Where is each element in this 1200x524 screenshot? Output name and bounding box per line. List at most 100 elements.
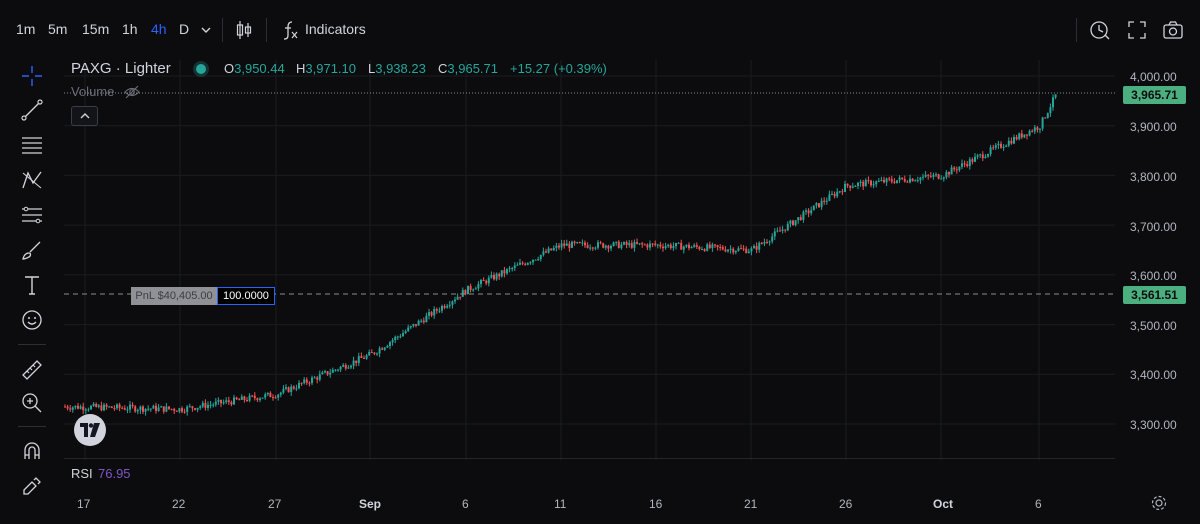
- candle-body: [961, 163, 963, 167]
- candle-body: [729, 248, 732, 250]
- candle-body: [963, 163, 966, 165]
- candle-body: [651, 243, 654, 245]
- timeframe-d[interactable]: D: [179, 21, 190, 37]
- candle-body: [942, 177, 945, 179]
- candle-body: [196, 407, 199, 410]
- timeframe-1m[interactable]: 1m: [16, 21, 36, 37]
- eye-off-icon[interactable]: [124, 84, 140, 100]
- candle-body: [77, 405, 79, 409]
- symbol-name[interactable]: PAXG · Lighter: [71, 60, 171, 77]
- candle-body: [680, 242, 683, 250]
- candle-body: [880, 179, 883, 181]
- fib-icon[interactable]: [20, 203, 44, 227]
- candle-body: [378, 348, 381, 354]
- candle-body: [955, 169, 958, 171]
- crosshair-icon[interactable]: [20, 64, 44, 88]
- candle-body: [344, 365, 347, 369]
- time-tick: 6: [1035, 497, 1042, 511]
- candle-body: [584, 242, 586, 246]
- ruler-icon[interactable]: [20, 358, 44, 382]
- candle-body: [404, 331, 407, 334]
- timeframe-5m[interactable]: 5m: [48, 21, 68, 37]
- candle-body: [888, 178, 891, 180]
- candle-body: [568, 243, 571, 248]
- candle-body: [321, 372, 324, 375]
- emoji-icon[interactable]: [20, 308, 44, 332]
- candle-body: [560, 243, 563, 248]
- horizontal-lines-icon[interactable]: [20, 133, 44, 157]
- candle-body: [807, 210, 810, 214]
- magnet-icon[interactable]: [20, 439, 44, 463]
- candle-body: [950, 167, 953, 175]
- trend-line-icon[interactable]: [20, 98, 44, 122]
- candle-body: [266, 392, 269, 395]
- rsi-label[interactable]: RSI: [71, 466, 93, 481]
- candle-body: [326, 371, 329, 375]
- candle-body: [799, 217, 802, 220]
- candle-body: [456, 296, 459, 300]
- candle-body: [547, 248, 550, 253]
- candle-body: [438, 310, 441, 312]
- candle-body: [948, 172, 950, 175]
- candle-body: [352, 360, 355, 366]
- candle-body: [727, 249, 729, 252]
- text-icon[interactable]: [20, 273, 44, 297]
- chevron-down-icon[interactable]: [198, 22, 214, 38]
- candle-body: [906, 181, 909, 183]
- indicators-button[interactable]: Indicators: [305, 21, 366, 37]
- zoom-in-icon[interactable]: [20, 391, 44, 415]
- brush-icon[interactable]: [20, 238, 44, 262]
- candle-body: [84, 409, 87, 411]
- fullscreen-icon[interactable]: [1125, 18, 1149, 42]
- candlestick-chart[interactable]: [64, 60, 1115, 460]
- candle-body: [815, 203, 818, 206]
- candle-body: [870, 180, 872, 186]
- candle-body: [240, 396, 243, 400]
- candle-body: [118, 404, 121, 408]
- candle-body: [324, 371, 326, 373]
- candle-body: [812, 205, 815, 211]
- collapse-legend-button[interactable]: [71, 106, 98, 126]
- candle-body: [274, 397, 277, 399]
- candle-body: [339, 366, 342, 370]
- candle-body: [859, 181, 862, 183]
- gear-icon[interactable]: [1150, 494, 1168, 512]
- candle-body: [144, 408, 147, 412]
- candle-body: [768, 241, 771, 243]
- top-toolbar: 1m 5m 15m 1h 4h D Indicators: [0, 0, 1200, 60]
- camera-icon[interactable]: [1161, 18, 1185, 42]
- candle-body: [529, 262, 532, 264]
- candle-body: [784, 229, 787, 231]
- pattern-icon[interactable]: [20, 168, 44, 192]
- timeframe-1h[interactable]: 1h: [122, 21, 138, 37]
- time-tick: 11: [554, 497, 567, 511]
- alert-clock-icon[interactable]: [1088, 18, 1112, 42]
- candlestick-icon[interactable]: [232, 18, 256, 42]
- volume-label[interactable]: Volume: [71, 84, 115, 99]
- candle-body: [334, 369, 337, 371]
- position-quantity[interactable]: 100.0000: [217, 287, 275, 305]
- tradingview-logo[interactable]: [74, 414, 106, 446]
- candle-body: [909, 178, 911, 183]
- candle-body: [724, 249, 727, 252]
- chart-pane[interactable]: [64, 60, 1115, 460]
- entry-price-tag: 3,561.51: [1123, 286, 1186, 304]
- candle-body: [235, 397, 238, 400]
- candle-body: [604, 245, 607, 248]
- candle-body: [113, 407, 116, 409]
- lock-draw-icon[interactable]: [20, 474, 44, 498]
- time-tick: 6: [462, 497, 469, 511]
- candle-body: [1005, 145, 1008, 147]
- function-icon[interactable]: [278, 18, 302, 42]
- divider: [222, 18, 223, 42]
- candle-body: [64, 406, 66, 408]
- candle-body: [225, 400, 228, 403]
- pane-divider[interactable]: [64, 458, 1115, 459]
- candle-body: [922, 176, 924, 178]
- candle-body: [287, 387, 290, 393]
- candle-body: [659, 244, 662, 247]
- timeframe-4h[interactable]: 4h: [151, 21, 167, 37]
- timeframe-15m[interactable]: 15m: [82, 21, 110, 37]
- candle-body: [802, 211, 805, 220]
- pnl-label[interactable]: PnL $40,405.00: [131, 287, 217, 305]
